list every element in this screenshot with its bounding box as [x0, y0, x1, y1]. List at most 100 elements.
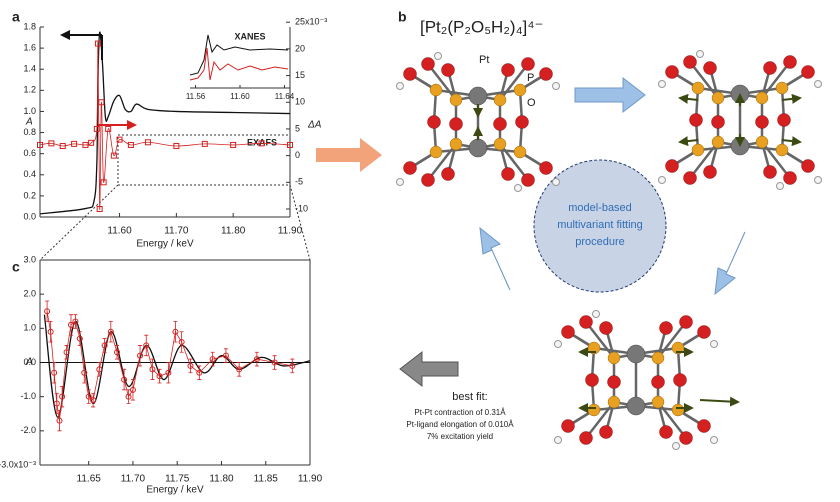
atom-h [659, 81, 666, 88]
atom-h [673, 443, 680, 450]
x-tick-label: 11.70 [164, 226, 189, 237]
atom-o [712, 116, 725, 129]
atom-o [580, 316, 593, 329]
circle-text: model-based [568, 202, 632, 214]
atom-pt [627, 345, 645, 363]
atom-o [562, 420, 575, 433]
best-fit-line: Pt-ligand elongation of 0.010Å [406, 420, 514, 429]
atom-o [690, 114, 703, 127]
x-tick-label: 11.60 [107, 226, 132, 237]
atom-p [494, 94, 506, 106]
atom-p [588, 404, 600, 416]
atom-o [502, 168, 515, 181]
y-tick-label: 1.0 [23, 323, 36, 333]
y-tick-label: -1.0 [20, 391, 36, 401]
x-axis-label: Energy / keV [146, 485, 204, 496]
y2-tick-label: 20 [295, 43, 305, 53]
best-fit-title: best fit: [452, 391, 487, 403]
atom-o [666, 160, 679, 173]
x-tick-label: 11.80 [209, 474, 234, 485]
atom-o [442, 168, 455, 181]
atom-h [435, 53, 442, 60]
y2-tick-label: 10 [295, 97, 305, 107]
atom-p [756, 92, 768, 104]
atom-o [784, 172, 797, 185]
atom-pt [469, 87, 487, 105]
atom-p [712, 92, 724, 104]
atom-o [660, 322, 673, 335]
atom-o [404, 162, 417, 175]
atom-label: O [527, 97, 536, 109]
y-tick-label: 3.0 [23, 254, 36, 264]
y2-tick-label: 5 [295, 123, 300, 133]
best-fit-line: Pt-Pt contraction of 0.31Å [414, 408, 506, 417]
displacement-arrow [782, 140, 800, 142]
atom-p [430, 84, 442, 96]
page: {"chart_data": [ {"type": "line", "panel… [0, 0, 840, 497]
inset-tick-label: 11.64 [275, 92, 295, 101]
atom-p [672, 404, 684, 416]
atom-h [397, 83, 404, 90]
atom-p [756, 136, 768, 148]
atom-p [494, 138, 506, 150]
atom-o [422, 58, 435, 71]
molecule-formula: [Pt₂(P₂O₅H₂)₄]⁴⁻ [420, 17, 544, 36]
atom-p [430, 146, 442, 158]
atom-o [516, 116, 529, 129]
panel-label: c [12, 259, 20, 275]
atom-o [450, 118, 463, 131]
circle-text: multivariant fitting [557, 219, 643, 231]
error-bar [180, 332, 184, 353]
atom-o [540, 68, 553, 81]
atom-o [764, 62, 777, 75]
y-tick-label: -3.0x10⁻³ [0, 459, 36, 469]
atom-o [586, 374, 599, 387]
atom-o [494, 118, 507, 131]
atom-o [698, 326, 711, 339]
x-tick-label: 11.80 [221, 226, 246, 237]
y2-axis-label: ΔA [307, 120, 322, 131]
atom-p [608, 396, 620, 408]
y-tick-label: 1.2 [23, 85, 36, 95]
y2-tick-label: 0 [295, 150, 300, 160]
atom-h [815, 177, 822, 184]
atom-h [697, 51, 704, 58]
atom-h [777, 183, 784, 190]
atom-label: P [527, 72, 534, 84]
atom-h [711, 341, 718, 348]
y-tick-label: 0.4 [23, 169, 36, 179]
atom-o [522, 58, 535, 71]
atom-h [553, 179, 560, 186]
zoom-guide [290, 185, 310, 260]
atom-o [442, 64, 455, 77]
atom-p [692, 82, 704, 94]
displacement-arrow [680, 140, 698, 142]
flow-arrow [715, 232, 745, 294]
atom-o [684, 172, 697, 185]
annotation: XANES [234, 31, 265, 41]
error-bar [197, 366, 201, 380]
atom-h [711, 437, 718, 444]
atom-o [660, 426, 673, 439]
flow-arrow [400, 352, 458, 386]
y-axis-label: A [25, 117, 33, 128]
inset-tick-label: 11.56 [186, 92, 206, 101]
atom-o [778, 114, 791, 127]
flow-arrow [480, 228, 510, 290]
y-tick-label: 0.6 [23, 148, 36, 158]
atom-p [514, 146, 526, 158]
atom-p [652, 396, 664, 408]
atom-o [666, 66, 679, 79]
atom-h [515, 185, 522, 192]
atom-h [397, 179, 404, 186]
displacement-arrow [700, 400, 738, 402]
panel-label: a [12, 9, 20, 25]
x-tick-label: 11.90 [298, 474, 323, 485]
x-tick-label: 11.90 [278, 226, 303, 237]
flow-arrow [575, 78, 645, 112]
atom-o [404, 68, 417, 81]
atom-o [652, 376, 665, 389]
atom-o [684, 56, 697, 69]
atom-h [659, 177, 666, 184]
atom-p [776, 144, 788, 156]
